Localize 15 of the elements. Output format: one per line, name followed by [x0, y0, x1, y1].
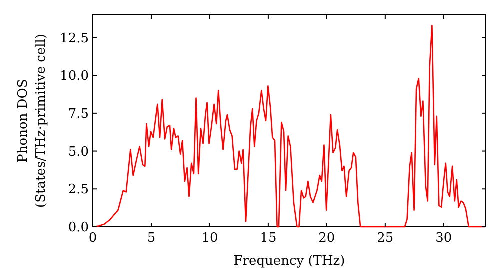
x-tick-label: 5: [147, 231, 156, 246]
y-tick-label: 10.0: [60, 69, 89, 84]
x-tick-label: 0: [88, 231, 98, 246]
y-tick-label: 12.5: [60, 31, 89, 46]
y-tick-label: 0.0: [68, 220, 89, 236]
x-tick-label: 10: [202, 231, 218, 246]
x-tick-label: 30: [436, 231, 452, 246]
x-tick-label: 25: [377, 231, 394, 246]
y-tick-label: 5.0: [68, 144, 89, 160]
y-axis-title: Phonon DOS (States/THz·primitive cell): [16, 34, 49, 208]
x-axis-title: Frequency (THz): [234, 254, 346, 269]
y-tick-label: 7.5: [68, 106, 89, 122]
x-tick-label: 15: [260, 231, 277, 246]
x-tick-label: 20: [318, 231, 336, 246]
y-tick-label: 2.5: [68, 182, 89, 198]
